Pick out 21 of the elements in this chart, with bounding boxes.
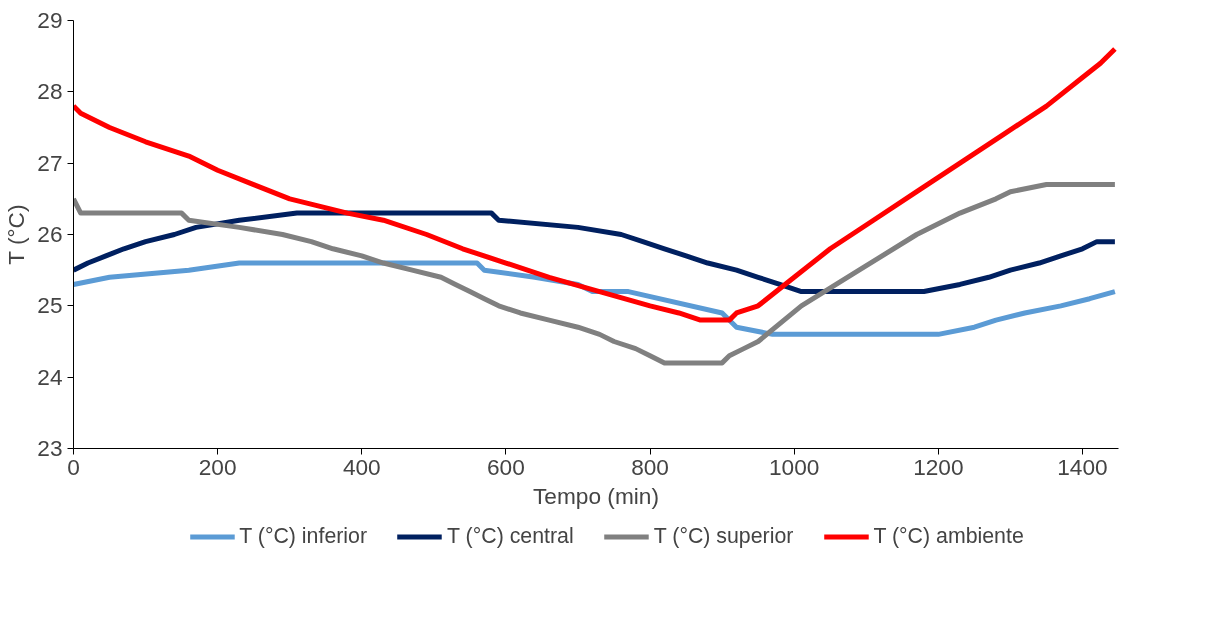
y-tick-label: 27 — [37, 149, 63, 176]
legend-label: T (°C) inferior — [239, 523, 368, 549]
x-axis-title: Tempo (min) — [533, 482, 659, 509]
y-tick-label: 24 — [37, 363, 63, 390]
x-tick-label: 1400 — [1057, 453, 1108, 480]
y-tick-label: 29 — [37, 7, 63, 33]
y-axis-title: T (°C) — [3, 204, 30, 265]
legend-label: T (°C) ambiente — [873, 523, 1024, 549]
x-tick-label: 0 — [67, 453, 80, 480]
x-tick-label: 1000 — [768, 453, 820, 480]
legend-label: T (°C) central — [447, 523, 574, 549]
legend-label: T (°C) superior — [653, 523, 794, 549]
y-tick-label: 25 — [37, 292, 63, 319]
x-tick-label: 600 — [487, 453, 525, 480]
x-tick-label: 400 — [342, 453, 381, 480]
x-tick-label: 1200 — [913, 453, 964, 480]
x-tick-label: 200 — [198, 453, 237, 480]
y-tick-label: 28 — [37, 78, 63, 105]
y-tick-label: 26 — [37, 221, 63, 247]
x-tick-label: 800 — [631, 453, 669, 480]
y-tick-label: 23 — [37, 435, 63, 461]
